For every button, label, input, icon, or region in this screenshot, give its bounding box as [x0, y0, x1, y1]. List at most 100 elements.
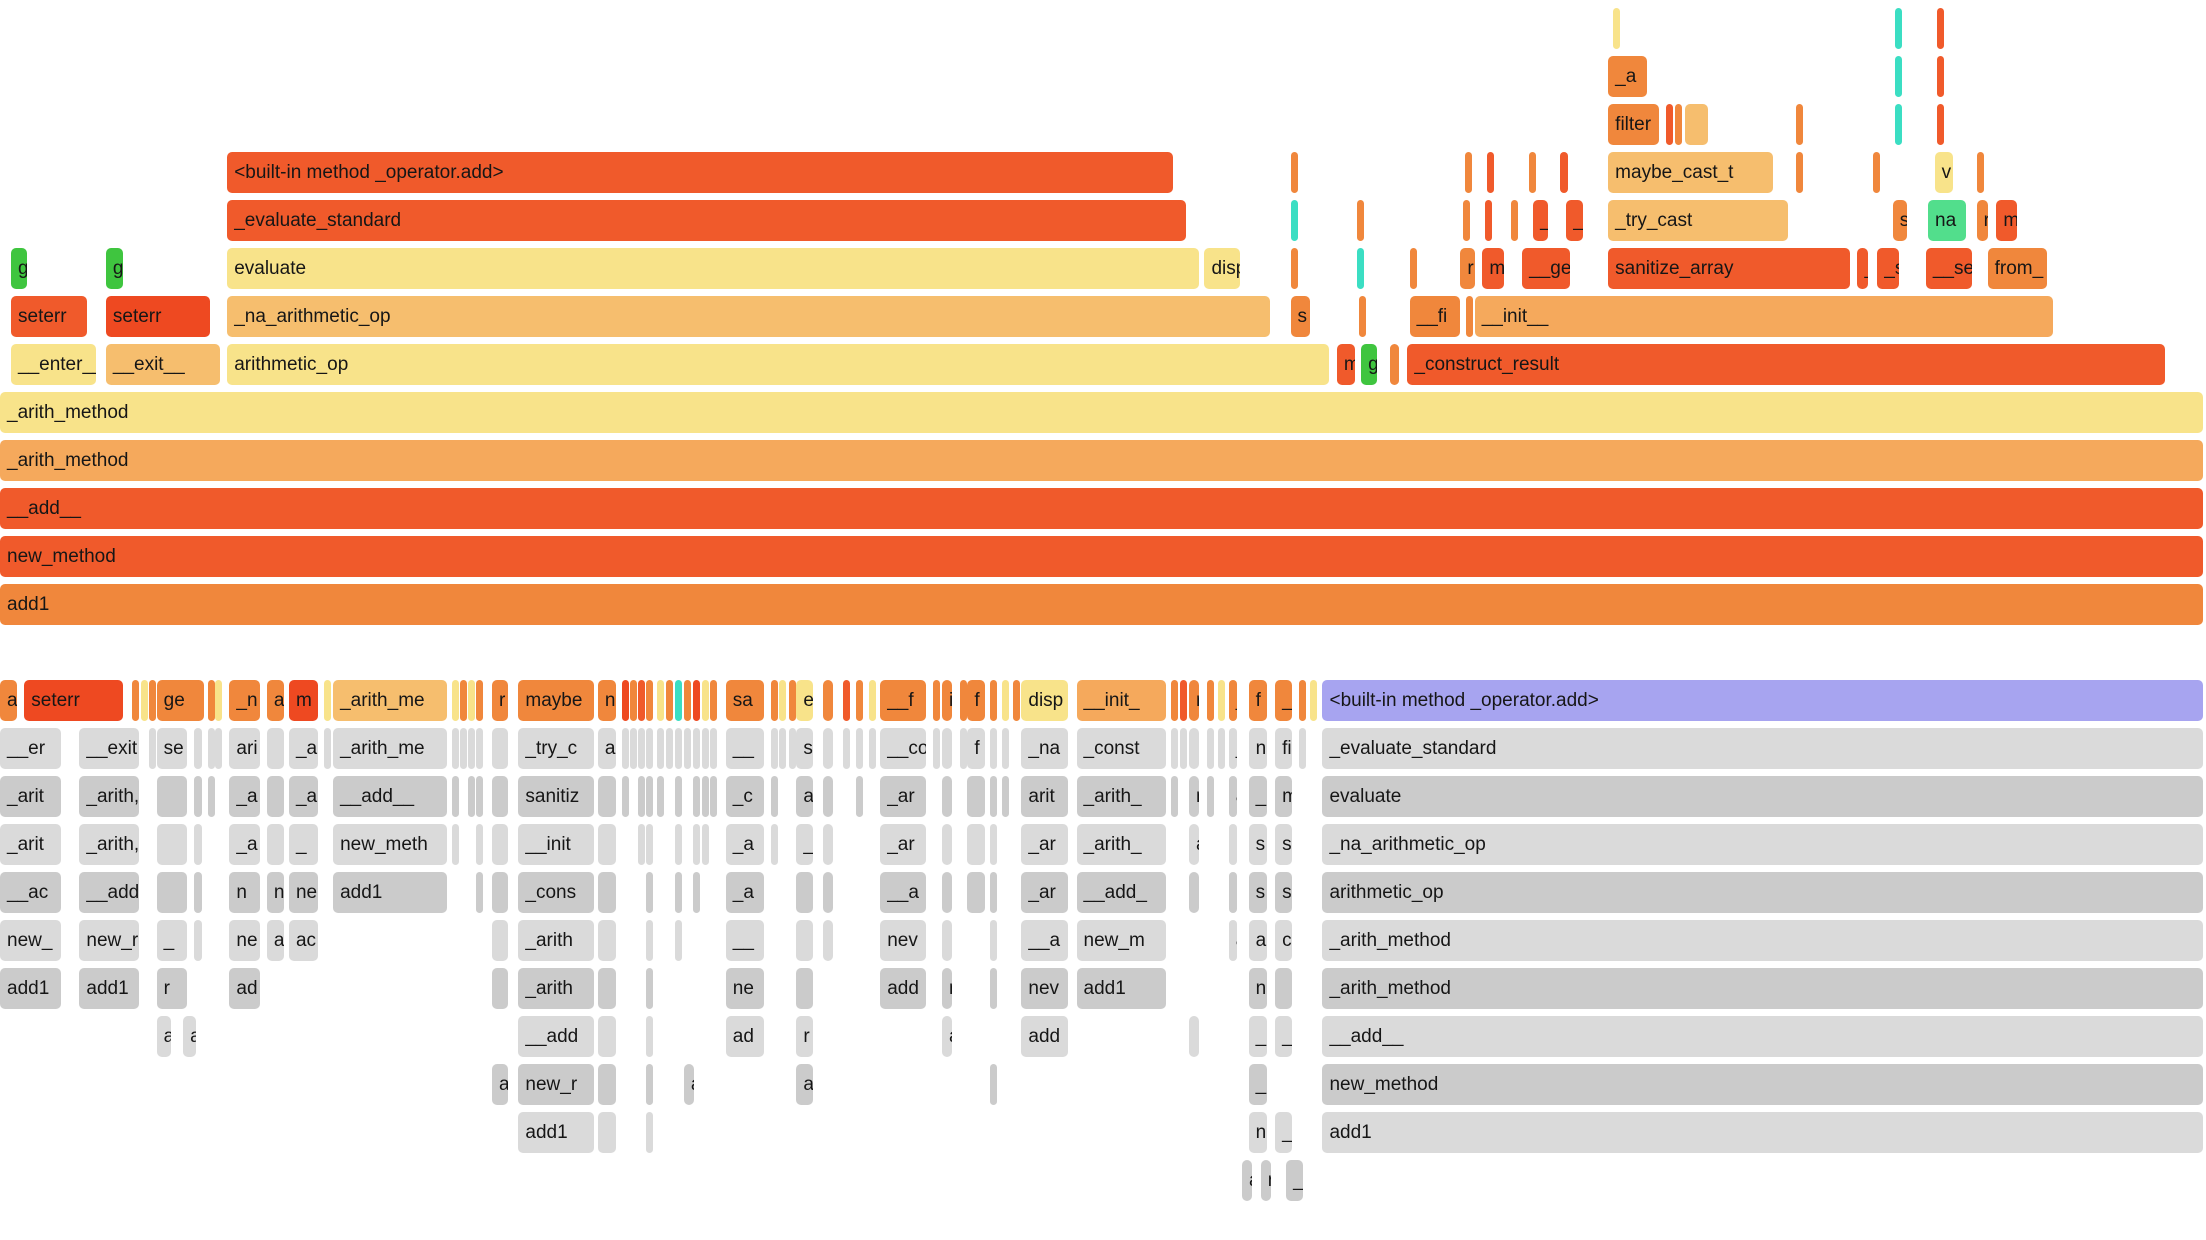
flame-frame[interactable]: [822, 824, 834, 865]
flame-frame[interactable]: f: [967, 680, 986, 721]
flame-frame[interactable]: [459, 728, 467, 769]
flame-frame[interactable]: [141, 680, 149, 721]
flame-frame[interactable]: [452, 824, 460, 865]
flame-frame[interactable]: [710, 776, 718, 817]
flame-frame[interactable]: [459, 680, 467, 721]
flame-frame[interactable]: [1299, 728, 1307, 769]
flame-frame[interactable]: _arit: [0, 824, 61, 865]
flame-frame[interactable]: [869, 728, 877, 769]
flame-frame[interactable]: _ar: [880, 776, 926, 817]
flame-frame[interactable]: _const: [1076, 728, 1167, 769]
flame-frame[interactable]: [967, 776, 986, 817]
flame-frame[interactable]: [933, 728, 941, 769]
flame-frame[interactable]: new_method: [0, 536, 2203, 577]
flame-frame[interactable]: [770, 728, 778, 769]
flame-frame[interactable]: __init_: [1076, 680, 1167, 721]
flame-frame[interactable]: [452, 680, 460, 721]
flame-frame[interactable]: [692, 872, 700, 913]
flame-frame[interactable]: [1665, 104, 1673, 145]
flame-frame[interactable]: ne: [288, 872, 318, 913]
flame-frame[interactable]: [491, 824, 508, 865]
flame-frame[interactable]: [1389, 344, 1399, 385]
flame-frame[interactable]: [1206, 776, 1214, 817]
flame-frame[interactable]: _arith: [518, 920, 594, 961]
flame-frame[interactable]: [796, 968, 814, 1009]
flame-frame[interactable]: __: [725, 728, 764, 769]
flame-frame[interactable]: na: [1928, 200, 1966, 241]
flame-frame[interactable]: __init__: [1474, 296, 2053, 337]
flame-frame[interactable]: [959, 680, 967, 721]
flame-frame[interactable]: n: [1228, 872, 1237, 913]
flame-frame[interactable]: <built-in method _operator.add>: [1322, 680, 2203, 721]
flame-frame[interactable]: [967, 824, 986, 865]
flame-frame[interactable]: __a: [880, 872, 926, 913]
flame-frame[interactable]: [646, 1016, 654, 1057]
flame-frame[interactable]: [1612, 8, 1620, 49]
flame-frame[interactable]: [1465, 296, 1473, 337]
flame-frame[interactable]: add1: [333, 872, 447, 913]
flame-frame[interactable]: [770, 824, 778, 865]
flame-frame[interactable]: [194, 728, 203, 769]
flame-frame[interactable]: __enter__: [11, 344, 97, 385]
flame-frame[interactable]: _arith,: [79, 776, 140, 817]
flame-frame[interactable]: nev: [880, 920, 926, 961]
flame-frame[interactable]: [467, 776, 475, 817]
flame-frame[interactable]: [637, 680, 645, 721]
flame-frame[interactable]: [637, 824, 645, 865]
flame-frame[interactable]: [622, 728, 630, 769]
flame-frame[interactable]: a: [491, 1064, 508, 1105]
flame-frame[interactable]: n: [1248, 968, 1267, 1009]
flame-frame[interactable]: _: [1275, 1016, 1292, 1057]
flame-frame[interactable]: [156, 872, 187, 913]
flame-frame[interactable]: _ar: [880, 824, 926, 865]
flame-frame[interactable]: <built-in method _operator.add>: [227, 152, 1173, 193]
flame-frame[interactable]: _try_cast: [1608, 200, 1789, 241]
flame-frame[interactable]: _s: [1877, 248, 1899, 289]
flame-frame[interactable]: [1012, 680, 1020, 721]
flame-frame[interactable]: [1976, 152, 1984, 193]
flame-frame[interactable]: [822, 728, 834, 769]
flame-frame[interactable]: [597, 1064, 616, 1105]
flame-frame[interactable]: [666, 728, 674, 769]
flame-frame[interactable]: seterr: [11, 296, 88, 337]
flame-frame[interactable]: _construct_result: [1407, 344, 2166, 385]
flame-frame[interactable]: [1511, 200, 1519, 241]
flame-frame[interactable]: [990, 824, 998, 865]
flame-frame[interactable]: [597, 920, 616, 961]
flame-frame[interactable]: _ar: [1021, 824, 1068, 865]
flame-frame[interactable]: [156, 776, 187, 817]
flame-frame[interactable]: ad: [229, 968, 260, 1009]
flame-frame[interactable]: [675, 824, 683, 865]
flame-frame[interactable]: maybe: [518, 680, 594, 721]
flame-frame[interactable]: m: [1336, 344, 1355, 385]
flame-frame[interactable]: evaluate: [1322, 776, 2203, 817]
flame-frame[interactable]: c: [1275, 920, 1292, 961]
flame-frame[interactable]: [1894, 56, 1902, 97]
flame-frame[interactable]: [1001, 680, 1009, 721]
flame-frame[interactable]: [990, 872, 998, 913]
flame-frame[interactable]: _evaluate_standard: [1322, 728, 2203, 769]
flame-frame[interactable]: [1290, 200, 1298, 241]
flame-frame[interactable]: [941, 872, 953, 913]
flame-frame[interactable]: disp: [1021, 680, 1068, 721]
flame-frame[interactable]: add: [1021, 1016, 1068, 1057]
flame-frame[interactable]: __f: [880, 680, 926, 721]
flame-frame[interactable]: _: [1857, 248, 1868, 289]
flame-frame[interactable]: _arith_method: [0, 440, 2203, 481]
flame-frame[interactable]: g: [11, 248, 27, 289]
flame-frame[interactable]: m: [1482, 248, 1504, 289]
flame-frame[interactable]: [1310, 680, 1318, 721]
flame-frame[interactable]: [1290, 248, 1298, 289]
flame-frame[interactable]: disp: [1204, 248, 1241, 289]
flame-frame[interactable]: ac: [288, 920, 318, 961]
flame-frame[interactable]: add1: [518, 1112, 594, 1153]
flame-frame[interactable]: nev: [1021, 968, 1068, 1009]
flame-frame[interactable]: n: [229, 872, 260, 913]
flame-frame[interactable]: [491, 776, 508, 817]
flame-frame[interactable]: _a: [288, 776, 318, 817]
flame-frame[interactable]: new_m: [1076, 920, 1167, 961]
flame-frame[interactable]: _: [1248, 1016, 1267, 1057]
flame-frame[interactable]: [597, 776, 616, 817]
flame-frame[interactable]: add1: [1076, 968, 1167, 1009]
flame-frame[interactable]: [208, 680, 216, 721]
